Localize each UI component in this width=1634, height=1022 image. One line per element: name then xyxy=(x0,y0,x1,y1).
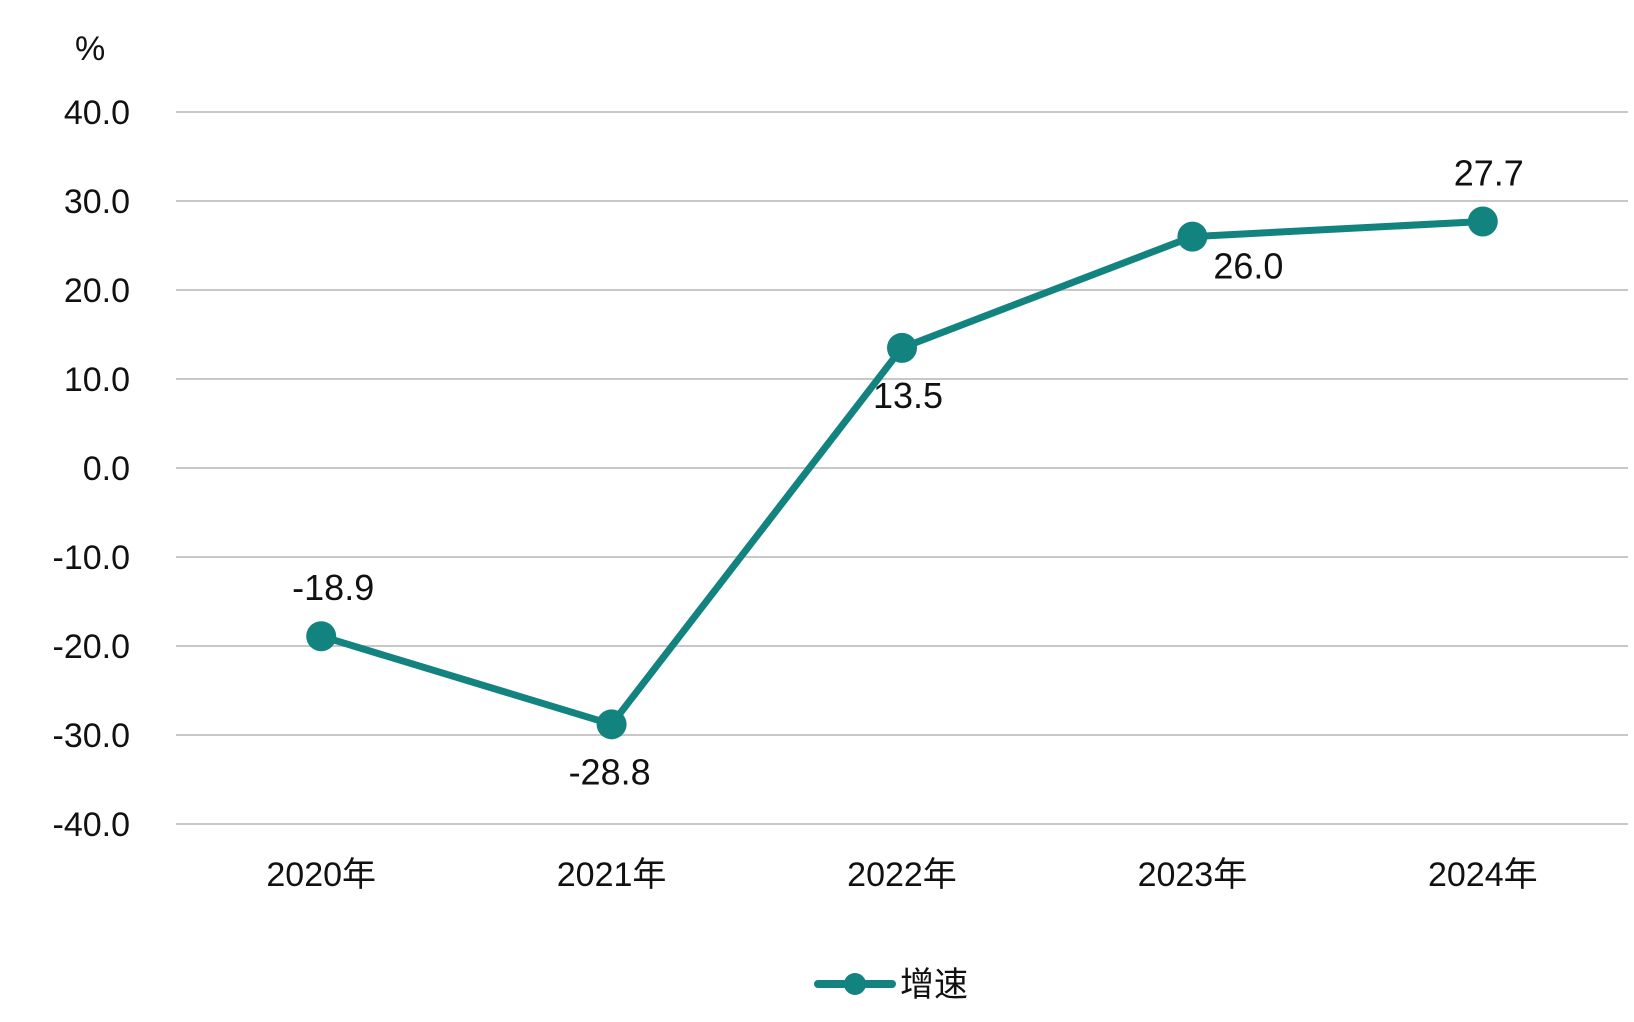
x-axis-tick-labels: 2020年 2021年 2022年 2023年 2024年 xyxy=(266,856,1537,894)
y-tick-label: -30.0 xyxy=(53,717,131,755)
legend-label: 增速 xyxy=(900,965,968,1005)
data-label: -18.9 xyxy=(292,567,374,608)
y-tick-label: 0.0 xyxy=(83,450,130,488)
y-axis-tick-labels: 40.0 30.0 20.0 10.0 0.0 -10.0 -20.0 -30.0 -40.0 xyxy=(53,94,131,844)
data-label: -28.8 xyxy=(569,751,651,792)
legend: 增速 xyxy=(814,965,968,1005)
data-point xyxy=(887,332,917,363)
data-point xyxy=(1467,206,1498,237)
legend-marker-swatch xyxy=(844,973,866,995)
y-tick-label: -10.0 xyxy=(53,539,131,577)
series-line xyxy=(317,217,1487,728)
data-label: 27.7 xyxy=(1454,152,1524,193)
data-point xyxy=(306,621,337,652)
data-point xyxy=(596,709,627,740)
y-tick-label: 40.0 xyxy=(64,94,130,132)
x-tick-label: 2023年 xyxy=(1138,856,1248,894)
data-point xyxy=(1177,221,1208,252)
y-tick-label: 30.0 xyxy=(64,183,130,221)
y-axis-unit-label: % xyxy=(75,30,105,68)
data-points xyxy=(306,206,1498,740)
data-labels: -18.9 -28.8 13.5 26.0 27.7 xyxy=(292,152,1524,792)
y-tick-label: -20.0 xyxy=(53,628,131,666)
data-label: 13.5 xyxy=(873,375,943,416)
gridlines xyxy=(176,111,1628,825)
data-label: 26.0 xyxy=(1213,246,1283,287)
series-lines xyxy=(317,217,1487,728)
y-tick-label: 20.0 xyxy=(64,272,130,310)
x-tick-label: 2020年 xyxy=(266,856,376,894)
x-tick-label: 2021年 xyxy=(557,856,667,894)
y-tick-label: -40.0 xyxy=(53,806,131,844)
x-tick-label: 2024年 xyxy=(1428,856,1538,894)
x-tick-label: 2022年 xyxy=(847,856,957,894)
y-tick-label: 10.0 xyxy=(64,361,130,399)
